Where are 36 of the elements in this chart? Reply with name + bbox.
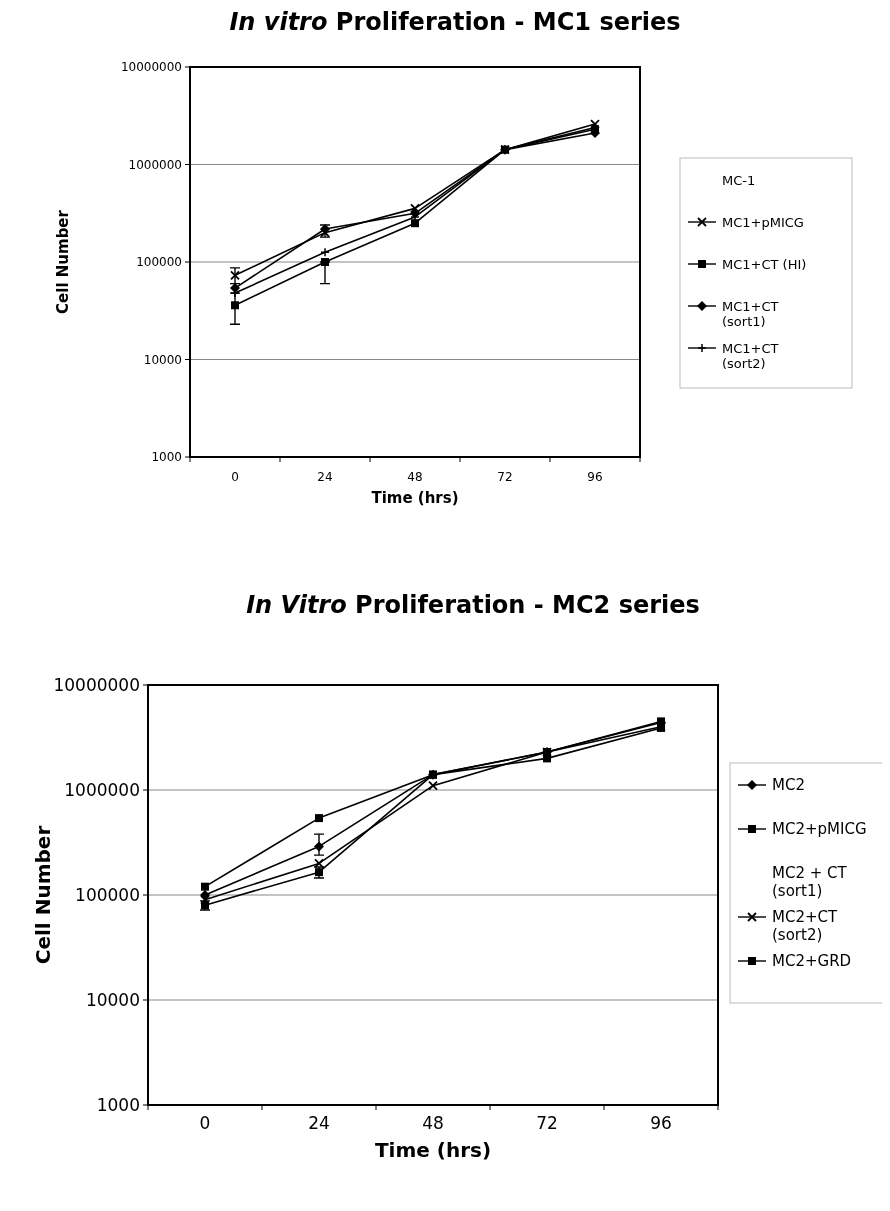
- legend-label: MC1+CT (sort1): [722, 298, 779, 330]
- chart-title: In vitro Proliferation - MC1 series: [229, 8, 681, 36]
- legend-label: MC1+pMICG: [722, 214, 804, 230]
- legend-label: MC1+CT (sort2): [722, 340, 779, 372]
- y-axis-title: Cell Number: [31, 825, 55, 965]
- x-tick-label: 0: [231, 470, 239, 484]
- legend-label: MC2+CT (sort2): [772, 908, 838, 945]
- x-tick-label: 48: [422, 1113, 444, 1133]
- y-tick-label: 10000: [85, 989, 140, 1010]
- x-tick-label: 72: [497, 470, 513, 484]
- x-axis-title: Time (hrs): [371, 489, 459, 507]
- y-tick-label: 10000000: [53, 674, 140, 695]
- legend-label: MC-1: [722, 172, 756, 188]
- y-tick-label: 1000000: [64, 779, 140, 800]
- y-tick-label: 1000: [151, 450, 182, 465]
- x-tick-label: 0: [199, 1113, 211, 1133]
- legend-label: MC1+CT (HI): [722, 256, 807, 272]
- y-tick-label: 10000: [143, 352, 182, 367]
- y-tick-label: 10000000: [120, 60, 182, 75]
- y-tick-label: 1000: [96, 1094, 140, 1115]
- x-axis-title: Time (hrs): [374, 1138, 492, 1162]
- y-tick-label: 1000000: [128, 157, 182, 172]
- legend-label: MC2 + CT (sort1): [772, 864, 848, 901]
- x-tick-label: 96: [650, 1113, 672, 1133]
- y-tick-label: 100000: [136, 255, 182, 270]
- x-tick-label: 24: [317, 470, 333, 484]
- legend-label: MC2: [772, 776, 805, 795]
- legend-label: MC2+GRD: [772, 952, 852, 971]
- x-tick-label: 96: [587, 470, 603, 484]
- x-tick-label: 24: [308, 1113, 330, 1133]
- x-tick-label: 72: [536, 1113, 558, 1133]
- y-tick-label: 100000: [75, 884, 140, 905]
- y-axis-title: Cell Number: [54, 209, 72, 314]
- x-tick-label: 48: [407, 470, 423, 484]
- chart-title: In Vitro Proliferation - MC2 series: [246, 591, 700, 619]
- legend-label: MC2+pMICG: [772, 820, 867, 839]
